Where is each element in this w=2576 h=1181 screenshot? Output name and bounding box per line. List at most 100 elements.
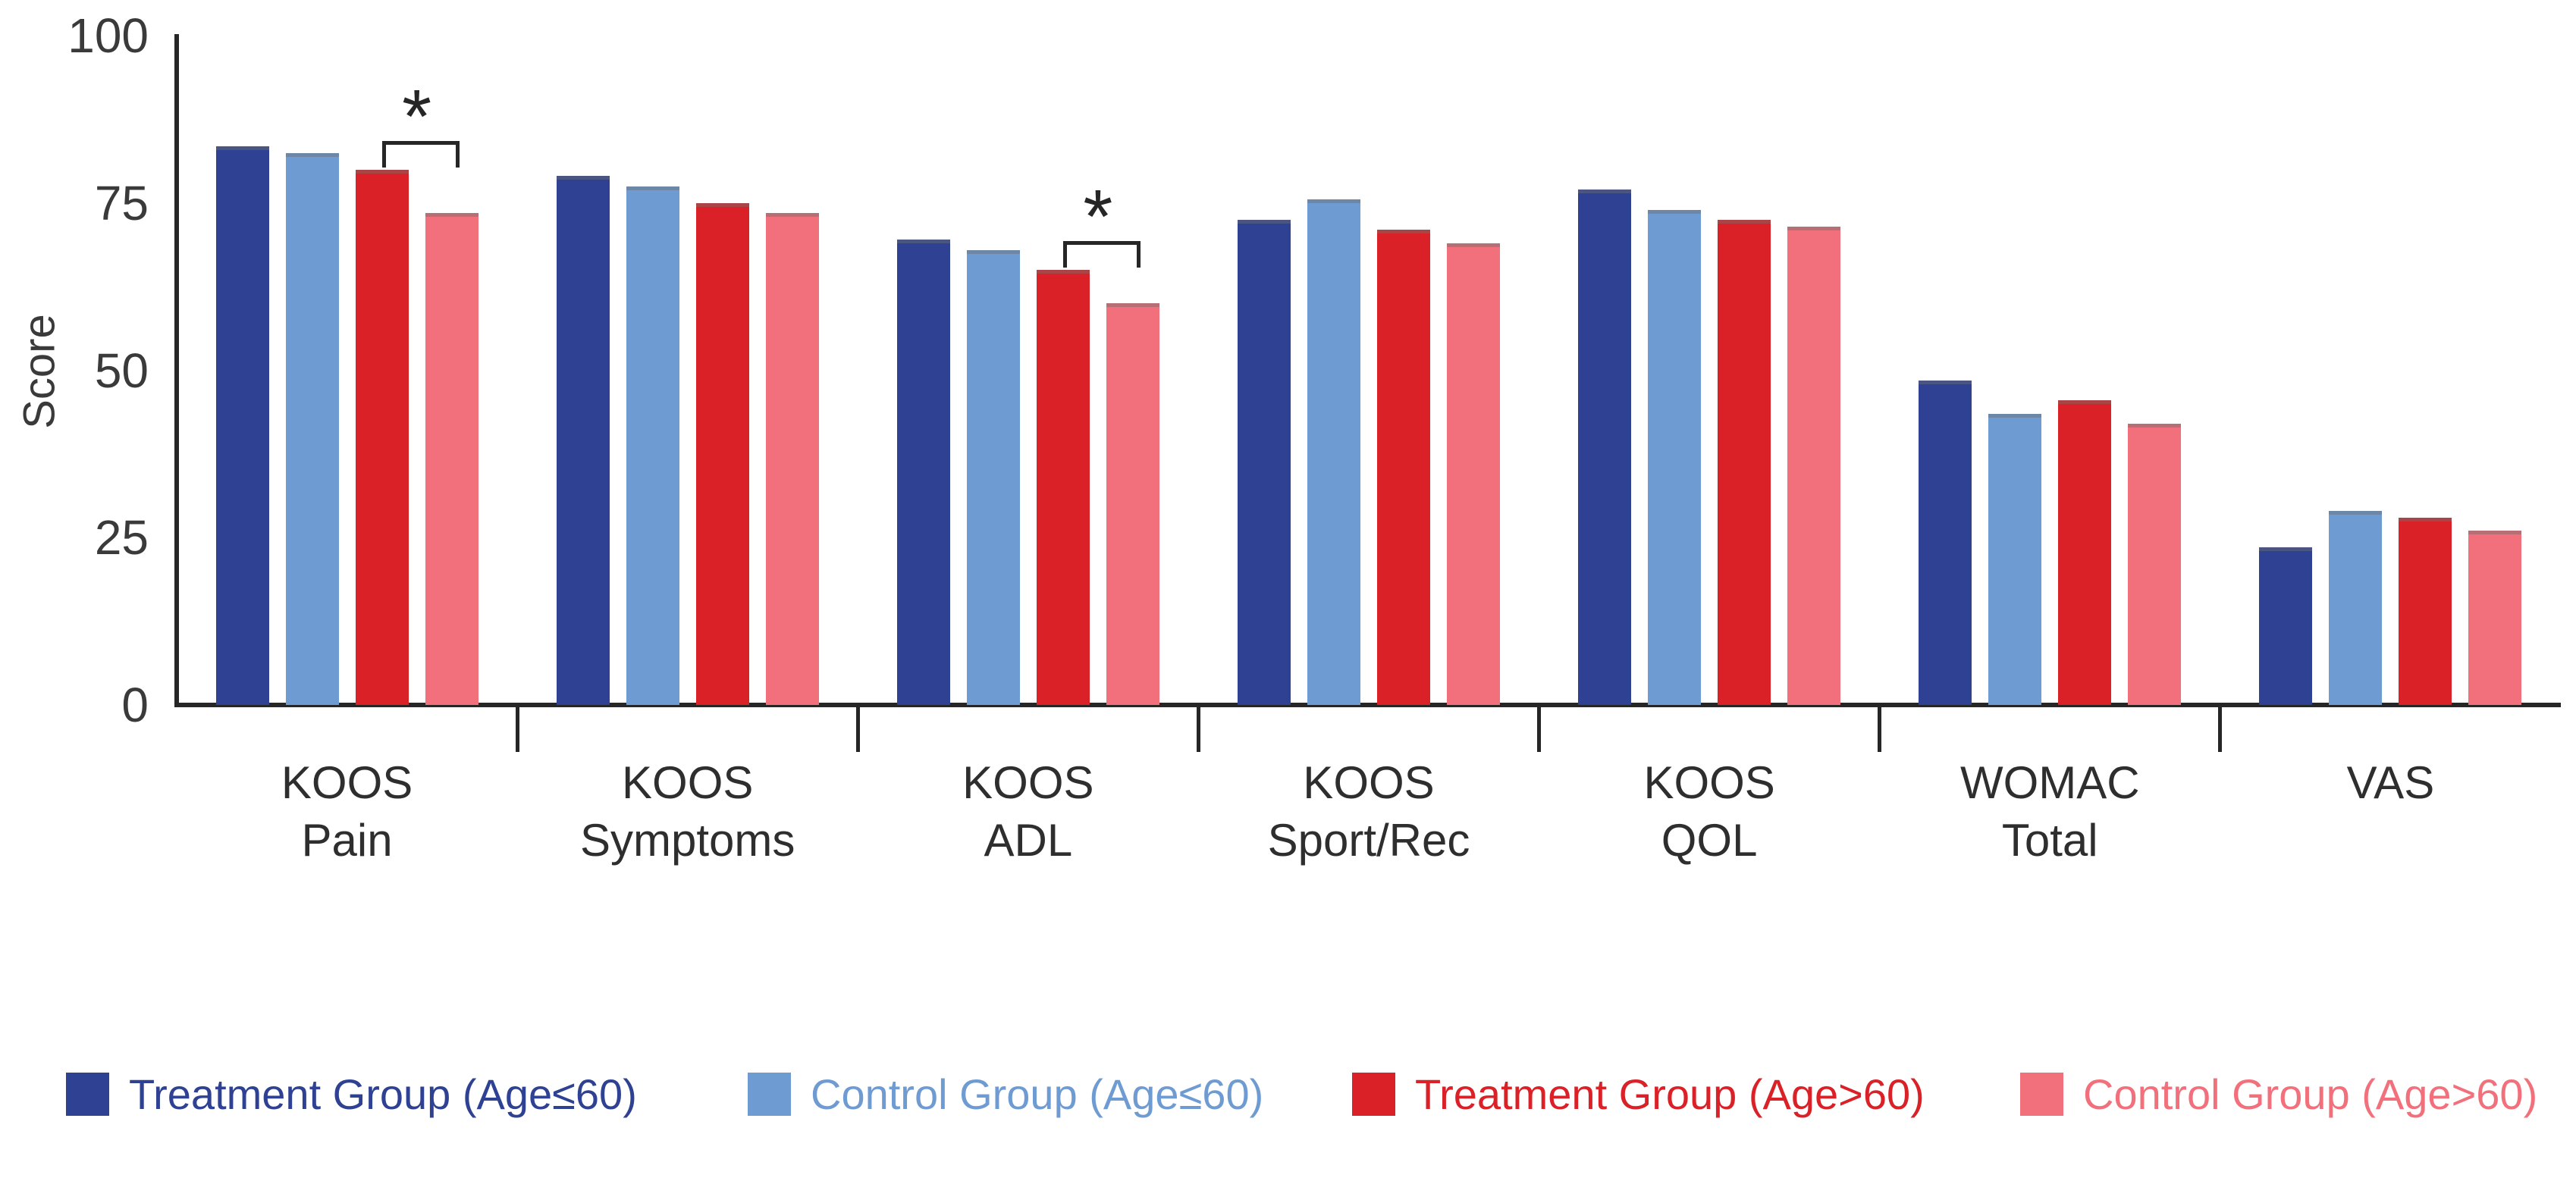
y-axis-line — [174, 34, 179, 707]
category-label-line: KOOS — [1643, 757, 1775, 808]
x-axis-separator-tick — [515, 705, 519, 752]
category-label: KOOS QOL — [1539, 754, 1880, 869]
category-label: KOOS Pain — [177, 754, 517, 869]
bar — [556, 176, 610, 705]
legend: Treatment Group (Age≤60) Control Group (A… — [0, 1060, 2576, 1128]
legend-item: Control Group (Age>60) — [2020, 1060, 2537, 1128]
category-label-line: KOOS — [962, 757, 1094, 808]
significance-bracket — [1062, 241, 1141, 268]
legend-swatch — [66, 1072, 109, 1116]
category-label-line: Total — [2001, 815, 2098, 866]
bar-group: KOOS ADL — [858, 0, 1198, 1181]
category-label: KOOS Sport/Rec — [1198, 754, 1539, 869]
bar-top-edge — [1446, 243, 1500, 247]
bar-top-edge — [1036, 270, 1090, 274]
bar-top-edge — [1988, 413, 2042, 418]
bar — [1787, 226, 1841, 705]
y-tick-label: 50 — [94, 343, 149, 398]
bar — [215, 146, 269, 705]
bar-top-edge — [556, 176, 610, 180]
bar-top-edge — [1237, 219, 1291, 224]
category-label-line: KOOS — [281, 757, 413, 808]
significance-asterisk: * — [402, 74, 432, 159]
bar-top-edge — [2399, 517, 2452, 522]
significance-asterisk: * — [1083, 174, 1113, 260]
bar — [1919, 380, 1972, 705]
bar — [765, 212, 819, 705]
category-label: VAS — [2220, 754, 2561, 812]
bar-top-edge — [2259, 547, 2313, 552]
legend-swatch — [748, 1072, 791, 1116]
category-label-line: WOMAC — [1959, 757, 2140, 808]
x-axis-line — [174, 703, 2561, 707]
bar-top-edge — [1376, 230, 1430, 234]
bar — [2058, 400, 2112, 705]
bar-top-edge — [355, 169, 409, 174]
bar-group: KOOS Pain — [177, 0, 517, 1181]
bar-top-edge — [1787, 226, 1841, 230]
category-label-line: KOOS — [1303, 757, 1435, 808]
bar-top-edge — [425, 212, 478, 217]
bar — [2329, 510, 2383, 705]
bar-top-edge — [1648, 209, 1702, 214]
bar-top-edge — [215, 146, 269, 150]
category-label-line: Sport/Rec — [1267, 815, 1470, 866]
x-axis-separator-tick — [855, 705, 860, 752]
y-tick-label: 0 — [121, 678, 149, 732]
bar — [1307, 199, 1360, 705]
bar-top-edge — [695, 202, 749, 207]
bar — [425, 212, 478, 705]
category-label-line: Symptoms — [580, 815, 795, 866]
bar-top-edge — [626, 186, 679, 190]
y-tick-label: 100 — [67, 8, 149, 63]
bar — [966, 249, 1020, 705]
bar-group: WOMAC Total — [1880, 0, 2220, 1181]
bar-top-edge — [896, 240, 950, 244]
bar-top-edge — [2468, 531, 2522, 535]
bar-group: VAS — [2220, 0, 2561, 1181]
bar-top-edge — [2058, 400, 2112, 405]
bar-top-edge — [966, 249, 1020, 254]
category-label: KOOS ADL — [858, 754, 1198, 869]
x-axis-separator-tick — [2218, 705, 2223, 752]
legend-label: Treatment Group (Age≤60) — [129, 1070, 637, 1118]
significance-bracket — [381, 140, 460, 168]
category-label-line: ADL — [984, 815, 1073, 866]
legend-swatch — [1352, 1072, 1395, 1116]
legend-item: Control Group (Age≤60) — [748, 1060, 1263, 1128]
bar — [1718, 219, 1771, 705]
legend-label: Control Group (Age≤60) — [811, 1070, 1264, 1118]
bar-top-edge — [1718, 219, 1771, 224]
category-label-line: VAS — [2346, 757, 2435, 808]
bar-group: KOOS Symptoms — [517, 0, 858, 1181]
category-label: KOOS Symptoms — [517, 754, 858, 869]
bar — [285, 152, 339, 705]
bar — [626, 186, 679, 705]
bar — [695, 202, 749, 705]
bar — [2399, 517, 2452, 705]
y-tick-label: 75 — [94, 175, 149, 230]
legend-label: Treatment Group (Age>60) — [1415, 1070, 1925, 1118]
category-label-line: QOL — [1661, 815, 1758, 866]
bar — [1036, 270, 1090, 705]
bar — [1988, 413, 2042, 705]
bar-top-edge — [2329, 510, 2383, 515]
legend-label: Control Group (Age>60) — [2083, 1070, 2538, 1118]
bar-group: KOOS Sport/Rec — [1198, 0, 1539, 1181]
category-label-line: KOOS — [622, 757, 754, 808]
bar — [1106, 303, 1159, 705]
bar — [896, 240, 950, 705]
category-label-line: Pain — [301, 815, 393, 866]
legend-item: Treatment Group (Age>60) — [1352, 1060, 1925, 1128]
x-axis-separator-tick — [1196, 705, 1200, 752]
bar — [1376, 230, 1430, 705]
bar-top-edge — [1919, 380, 1972, 384]
bar — [1578, 190, 1632, 705]
y-tick-label: 25 — [94, 510, 149, 565]
bar — [1237, 219, 1291, 705]
bar-top-edge — [1307, 199, 1360, 204]
bar — [2468, 531, 2522, 705]
legend-item: Treatment Group (Age≤60) — [66, 1060, 637, 1128]
